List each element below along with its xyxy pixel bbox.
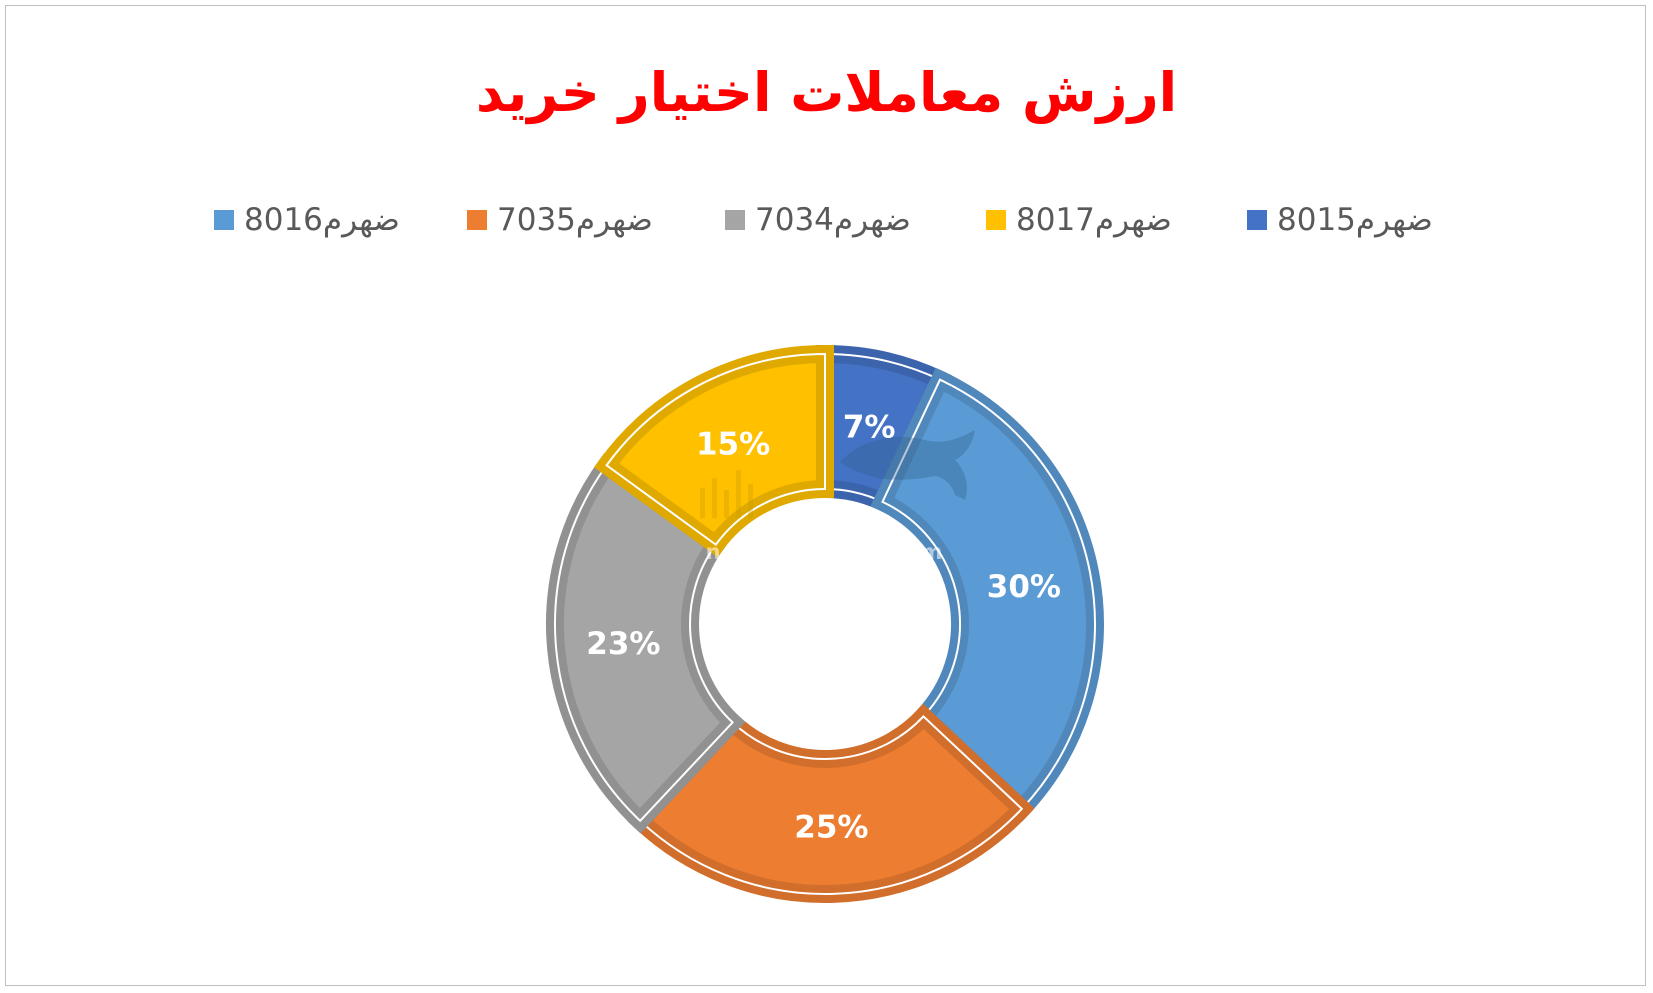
- chart-legend: ضهرم8016 ضهرم7035 ضهرم7034 ضهرم8017 ضهرم…: [0, 196, 1653, 244]
- bull-logo-icon: [840, 430, 975, 500]
- data-label-1: 7%: [843, 409, 896, 445]
- legend-swatch-3: [725, 210, 745, 230]
- doughnut-slice-border-5: [605, 352, 826, 547]
- legend-label-3: ضهرم7034: [755, 202, 911, 238]
- doughnut-slices: [546, 344, 1104, 903]
- watermark-text: nabzebourse.com: [706, 540, 945, 564]
- legend-swatch-1: [214, 210, 234, 230]
- data-label-4: 23%: [586, 626, 660, 662]
- candlestick-icon: [700, 470, 753, 518]
- legend-item-5: ضهرم8015: [1247, 196, 1433, 244]
- legend-label-2: ضهرم7035: [497, 202, 653, 238]
- doughnut-slice-border-3: [638, 715, 1024, 895]
- data-label-3: 25%: [794, 809, 868, 845]
- legend-label-1: ضهرم8016: [244, 202, 400, 238]
- legend-swatch-2: [467, 210, 487, 230]
- watermark: nabzebourse.com: [700, 430, 975, 564]
- chart-title: ارزش معاملات اختیار خرید: [475, 61, 1178, 124]
- legend-item-1: ضهرم8016: [214, 196, 400, 244]
- legend-label-4: ضهرم8017: [1016, 202, 1172, 238]
- data-label-5: 15%: [696, 427, 770, 463]
- doughnut-data-labels: 7% 30% 25% 23% 15%: [586, 409, 1061, 845]
- doughnut-slice-border-4: [554, 463, 734, 823]
- data-label-2: 30%: [987, 569, 1061, 605]
- legend-swatch-4: [986, 210, 1006, 230]
- legend-item-3: ضهرم7034: [725, 196, 911, 244]
- doughnut-slice-border-2: [881, 378, 1096, 811]
- legend-item-4: ضهرم8017: [986, 196, 1172, 244]
- legend-label-5: ضهرم8015: [1277, 202, 1433, 238]
- legend-swatch-5: [1247, 210, 1267, 230]
- legend-item-2: ضهرم7035: [467, 196, 653, 244]
